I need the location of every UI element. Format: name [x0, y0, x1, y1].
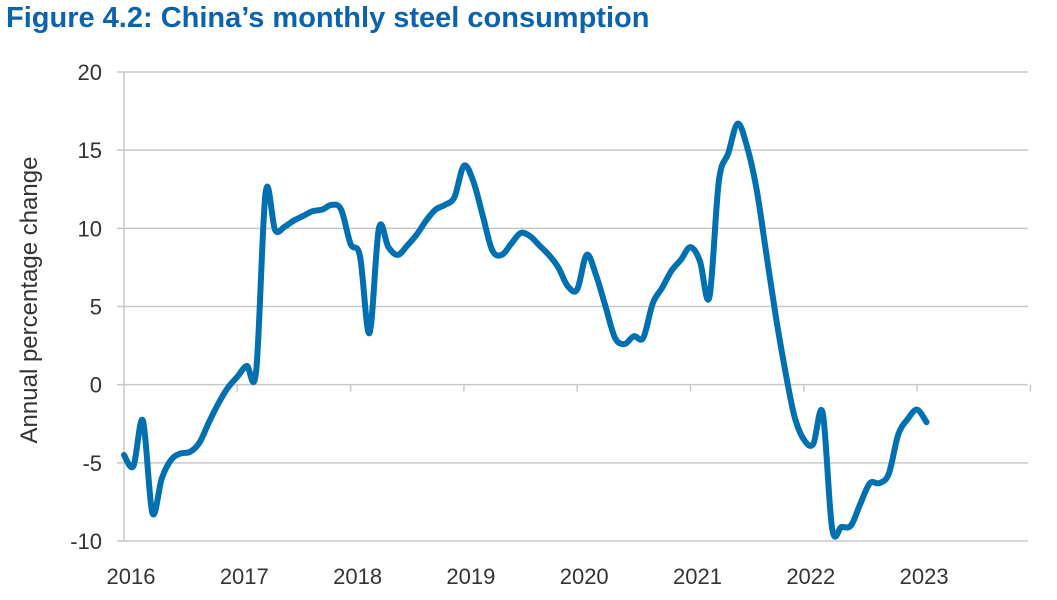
y-tick-label: 5 — [90, 295, 102, 320]
y-tick-label: -5 — [82, 451, 102, 476]
x-tick-label: 2018 — [333, 564, 382, 589]
y-tick-label: 10 — [78, 216, 102, 241]
x-tick-label: 2019 — [446, 564, 495, 589]
x-tick-label: 2016 — [107, 564, 156, 589]
series-line — [121, 120, 930, 540]
x-tick-label: 2022 — [786, 564, 835, 589]
x-tick-label: 2023 — [900, 564, 949, 589]
x-tick-label: 2017 — [220, 564, 269, 589]
chart-title: Figure 4.2: China’s monthly steel consum… — [6, 2, 650, 34]
x-tick-label: 2021 — [673, 564, 722, 589]
y-tick-label: 15 — [78, 138, 102, 163]
y-tick-label: 0 — [90, 373, 102, 398]
y-tick-label: 20 — [78, 60, 102, 85]
y-tick-label: -10 — [70, 529, 102, 554]
x-tick-label: 2020 — [560, 564, 609, 589]
